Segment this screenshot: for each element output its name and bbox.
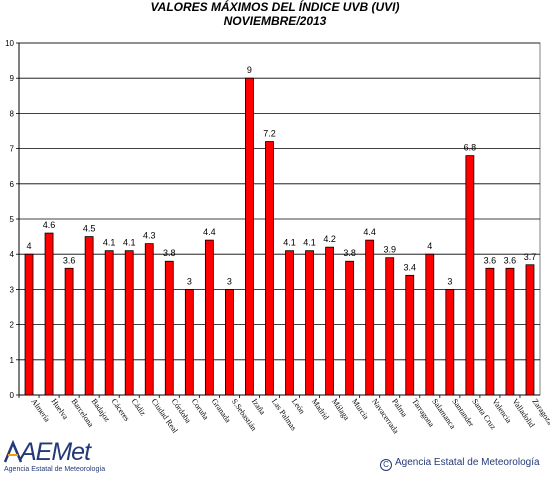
bar-value-label: 3.6 <box>504 255 517 265</box>
bar-value-label: 4.5 <box>83 224 96 234</box>
bar <box>24 253 34 396</box>
bar <box>345 260 355 396</box>
bar <box>265 141 274 396</box>
bar-value-label: 3.8 <box>343 248 356 258</box>
copyright-icon: C <box>380 459 392 471</box>
y-tick-label: 2 <box>10 321 15 330</box>
bar-value-label: 4.3 <box>143 231 156 241</box>
bar-value-label: 7.2 <box>263 129 276 139</box>
logo-text: AEMet <box>20 438 91 466</box>
chart-title: VALORES MÁXIMOS DEL ÍNDICE UVB (UVI) <box>150 0 400 14</box>
bar-value-label: 6.8 <box>464 143 477 153</box>
y-tick-label: 4 <box>10 250 15 259</box>
bar-value-label: 9 <box>247 65 252 75</box>
y-tick-label: 8 <box>10 109 15 118</box>
y-tick-label: 10 <box>5 39 14 48</box>
bar-value-label: 4.2 <box>323 234 336 244</box>
bar-value-label: 4.4 <box>363 227 376 237</box>
logo-subtitle: Agencia Estatal de Meteorología <box>4 466 106 473</box>
x-category-label: Cádiz <box>130 397 148 418</box>
x-category-label: Almería <box>29 397 52 424</box>
bar <box>305 250 314 396</box>
y-tick-label: 3 <box>10 285 15 294</box>
bar <box>44 232 54 396</box>
x-category-label: Madrid <box>310 397 331 421</box>
x-category-label: Murcia <box>350 397 371 421</box>
copyright-text: Agencia Estatal de Meteorología <box>395 457 540 468</box>
bar-value-label: 4.1 <box>303 238 316 248</box>
bar <box>445 288 455 396</box>
y-tick-label: 5 <box>10 215 15 224</box>
bar <box>285 250 294 396</box>
bar <box>245 77 254 396</box>
bar <box>365 239 375 396</box>
bar <box>465 155 475 396</box>
x-category-label: Cáceres <box>110 397 132 423</box>
bar <box>84 236 94 396</box>
bar-value-label: 3.7 <box>524 252 537 262</box>
bar-value-label: 4.1 <box>103 238 116 248</box>
bar <box>525 264 535 396</box>
chart-subtitle: NOVIEMBRE/2013 <box>223 14 327 28</box>
x-category-label: Granada <box>210 397 233 425</box>
y-tick-label: 1 <box>10 356 15 365</box>
bar <box>505 267 515 396</box>
bar-value-label: 3.4 <box>403 262 416 272</box>
bar <box>184 288 194 396</box>
bar <box>385 257 395 396</box>
bar-value-label: 4.4 <box>203 227 216 237</box>
copyright-notice: C Agencia Estatal de Meteorología <box>380 457 540 471</box>
bar-value-label: 3 <box>447 276 452 286</box>
chart-title-block: VALORES MÁXIMOS DEL ÍNDICE UVB (UVI) NOV… <box>0 0 550 28</box>
y-tick-label: 9 <box>10 74 15 83</box>
bar <box>144 243 154 396</box>
bar-value-label: 4.1 <box>283 238 296 248</box>
bar-value-label: 4.1 <box>123 238 136 248</box>
bar-value-label: 4 <box>27 241 32 251</box>
bar <box>325 246 334 396</box>
y-tick-label: 6 <box>10 180 15 189</box>
bar-value-label: 4.6 <box>43 220 56 230</box>
y-tick-label: 7 <box>10 145 15 154</box>
bar-value-label: 3 <box>227 276 232 286</box>
x-category-label: Izaña <box>250 397 268 417</box>
x-category-label: Huelva <box>49 397 70 421</box>
bar <box>405 274 415 396</box>
bar-value-label: 3.6 <box>484 255 497 265</box>
bar-value-label: 3.6 <box>63 255 76 265</box>
y-tick-label: 0 <box>10 391 15 400</box>
bar <box>225 288 234 396</box>
bar <box>64 267 74 396</box>
bar <box>164 260 174 396</box>
bar <box>425 253 435 396</box>
x-category-label: Palma <box>390 397 409 419</box>
bar-value-label: 3.9 <box>383 245 396 255</box>
x-category-label: León <box>290 397 307 416</box>
bar <box>485 267 495 396</box>
bar <box>104 250 114 396</box>
aemet-logo-icon <box>3 440 23 463</box>
bar-value-label: 3.8 <box>163 248 176 258</box>
bar <box>124 250 134 396</box>
x-category-label: Málaga <box>330 397 351 422</box>
bar-value-label: 3 <box>187 276 192 286</box>
bar-value-label: 4 <box>427 241 432 251</box>
bar <box>204 239 214 396</box>
